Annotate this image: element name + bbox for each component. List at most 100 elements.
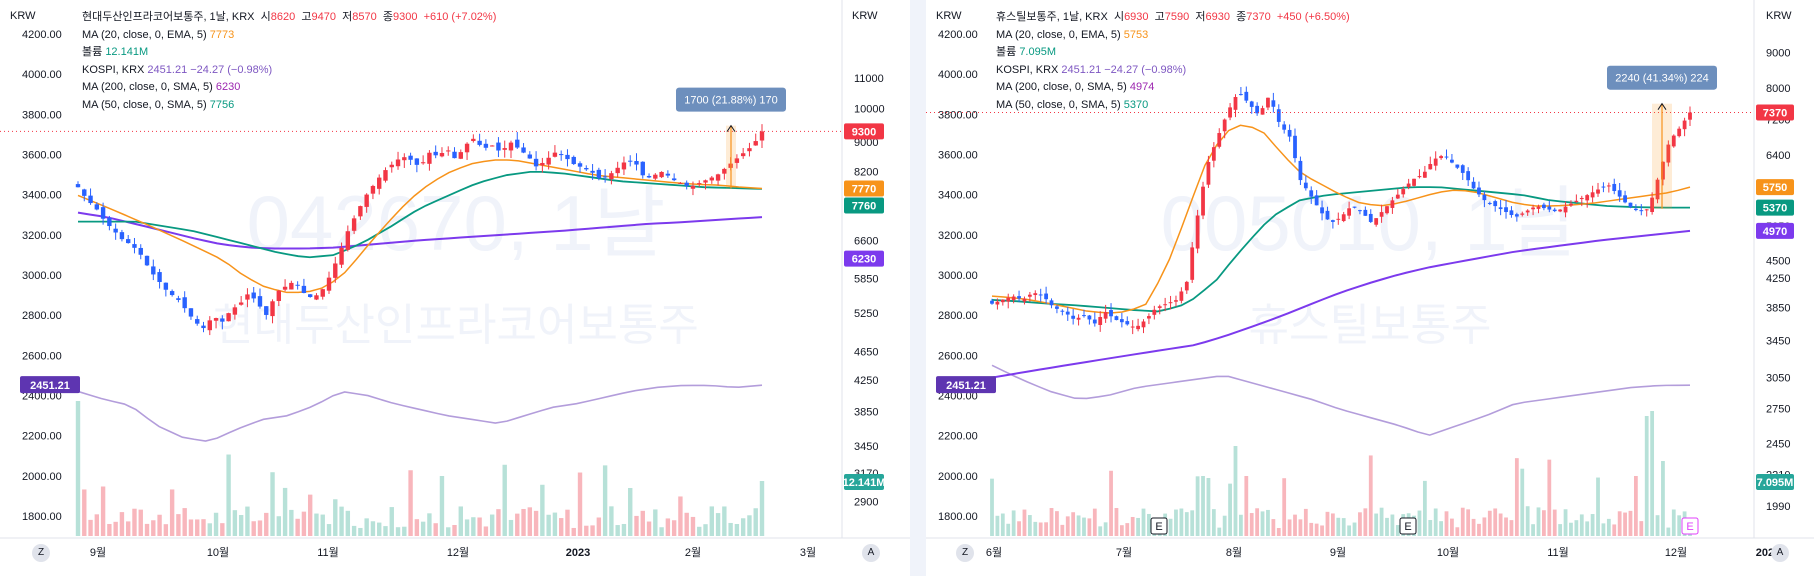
volume-bar xyxy=(1022,509,1027,536)
high-label: 고 xyxy=(1154,11,1165,23)
candle-body xyxy=(439,153,445,157)
volume-bar xyxy=(1374,513,1379,536)
candle-body xyxy=(1244,91,1249,101)
right-axis-tick: 4250 xyxy=(1766,273,1790,285)
candle-body xyxy=(1000,299,1005,303)
left-axis-tick: 3600.00 xyxy=(938,149,978,161)
earnings-marker xyxy=(1681,517,1699,535)
earnings-marker-label: E xyxy=(1155,521,1162,533)
volume-bar xyxy=(571,527,576,536)
candle-body xyxy=(1596,189,1600,194)
volume-bar xyxy=(1444,511,1449,536)
volume-bar xyxy=(402,526,407,536)
volume-bar xyxy=(678,496,683,536)
badge-ma50 xyxy=(1756,199,1794,216)
right-axis-tick: 5250 xyxy=(854,308,878,320)
badge-volume xyxy=(1756,474,1794,490)
candle-body xyxy=(558,154,564,156)
legend-ma50-row[interactable]: MA (50, close, 0, SMA, 5) 5370 xyxy=(996,97,1350,115)
volume-bar xyxy=(220,523,225,536)
time-axis-tick: 10월 xyxy=(207,546,229,559)
candle-body xyxy=(1103,312,1108,319)
volume-bar xyxy=(1385,517,1389,536)
candle-body xyxy=(1184,281,1189,291)
volume-bar xyxy=(1060,524,1065,536)
volume-bar xyxy=(565,509,570,536)
candle-body xyxy=(1027,294,1032,297)
auto-scale-button[interactable]: A xyxy=(862,544,880,562)
volume-bar xyxy=(596,517,602,536)
volume-bar xyxy=(163,524,169,536)
close-label: 종 xyxy=(1236,11,1247,23)
volume-bar xyxy=(753,508,758,536)
candle-body xyxy=(1352,206,1357,208)
volume-bar xyxy=(1520,468,1525,536)
legend-volume-row[interactable]: 볼륨 12.141M xyxy=(82,44,496,62)
timezone-button[interactable]: Z xyxy=(32,544,50,562)
volume-bar xyxy=(75,401,81,536)
legend-ma50-row[interactable]: MA (50, close, 0, SMA, 5) 7756 xyxy=(82,97,496,115)
candle-body xyxy=(1504,207,1508,213)
left-axis-tick: 1800.00 xyxy=(22,511,62,523)
volume-bar xyxy=(558,518,564,536)
candle-body xyxy=(1682,120,1687,130)
legend-title-row[interactable]: 휴스틸보통주, 1날, KRX 시6930 고7590 저6930 종7370 … xyxy=(996,9,1350,27)
candle-body xyxy=(483,143,489,148)
volume-bar xyxy=(628,488,633,536)
volume-bar xyxy=(740,518,746,536)
kospi-change: −24.27 (−0.98%) xyxy=(1104,63,1187,76)
auto-scale-button[interactable]: A xyxy=(1771,544,1789,562)
ma20-value: 7773 xyxy=(209,28,235,41)
volume-bar xyxy=(389,507,394,536)
volume-bar xyxy=(1379,507,1384,536)
candle-body xyxy=(182,297,187,309)
volume-bar xyxy=(226,454,231,536)
legend-kospi-row[interactable]: KOSPI, KRX 2451.21 −24.27 (−0.98%) xyxy=(996,62,1350,80)
time-axis-tick: 8월 xyxy=(1226,546,1242,559)
volume-bar xyxy=(452,525,457,536)
legend-ma200-row[interactable]: MA (200, close, 0, SMA, 5) 6230 xyxy=(82,79,496,97)
legend-kospi-row[interactable]: KOSPI, KRX 2451.21 −24.27 (−0.98%) xyxy=(82,62,496,80)
volume-bar xyxy=(552,512,558,536)
candle-body xyxy=(1525,210,1530,213)
ma50-line xyxy=(991,186,1690,313)
panel-divider[interactable] xyxy=(910,0,926,576)
volume-bar xyxy=(1341,518,1346,536)
volume-bar xyxy=(1455,527,1460,536)
candle-body xyxy=(1401,189,1406,195)
candle-body xyxy=(1255,105,1260,114)
legend-ma20-row[interactable]: MA (20, close, 0, EMA, 5) 7773 xyxy=(82,27,496,45)
candle-body xyxy=(1217,133,1222,147)
right-axis-tick: 2900 xyxy=(854,496,878,508)
close-value: 9300 xyxy=(392,11,418,23)
volume-bar xyxy=(1298,519,1303,536)
measure-label: 2240 (41.34%) 224 xyxy=(1615,73,1709,85)
chart-panel-right[interactable]: 005010, 1날 휴스틸보통주 4200.00 4000.00 3800.00 360… xyxy=(926,0,1814,576)
right-axis-tick: 10000 xyxy=(854,103,885,115)
low-value: 8570 xyxy=(352,11,377,23)
candle-body xyxy=(577,163,583,167)
right-axis-tick: 9000 xyxy=(1766,48,1790,60)
candle-body xyxy=(508,142,514,151)
badge-price xyxy=(844,123,884,140)
candle-body xyxy=(1639,210,1644,212)
ma200-value: 6230 xyxy=(215,81,241,93)
legend-title-row[interactable]: 현대두산인프라코어보통주, 1날, KRX 시8620 고9470 저8570 … xyxy=(82,9,496,27)
volume-bar xyxy=(1271,519,1276,536)
candle-body xyxy=(1206,161,1211,185)
legend-volume-row[interactable]: 볼륨 7.095M xyxy=(996,44,1350,62)
legend-ma200-row[interactable]: MA (200, close, 0, SMA, 5) 4974 xyxy=(996,79,1350,97)
volume-bar xyxy=(646,521,652,536)
candle-body xyxy=(176,298,181,300)
badge-kospi xyxy=(20,376,80,394)
candle-body xyxy=(1276,109,1281,122)
candle-body xyxy=(1157,306,1162,308)
candle-body xyxy=(571,156,576,165)
chart-panel-left[interactable]: 042670, 1날 현대두산인프라코어보통주 4200.00 4000.00 3800… xyxy=(0,0,910,576)
timezone-button[interactable]: Z xyxy=(956,544,974,562)
right-axis-tick: 11000 xyxy=(854,73,884,85)
legend-ma20-row[interactable]: MA (20, close, 0, EMA, 5) 5753 xyxy=(996,27,1350,45)
volume-bar xyxy=(1358,512,1362,536)
